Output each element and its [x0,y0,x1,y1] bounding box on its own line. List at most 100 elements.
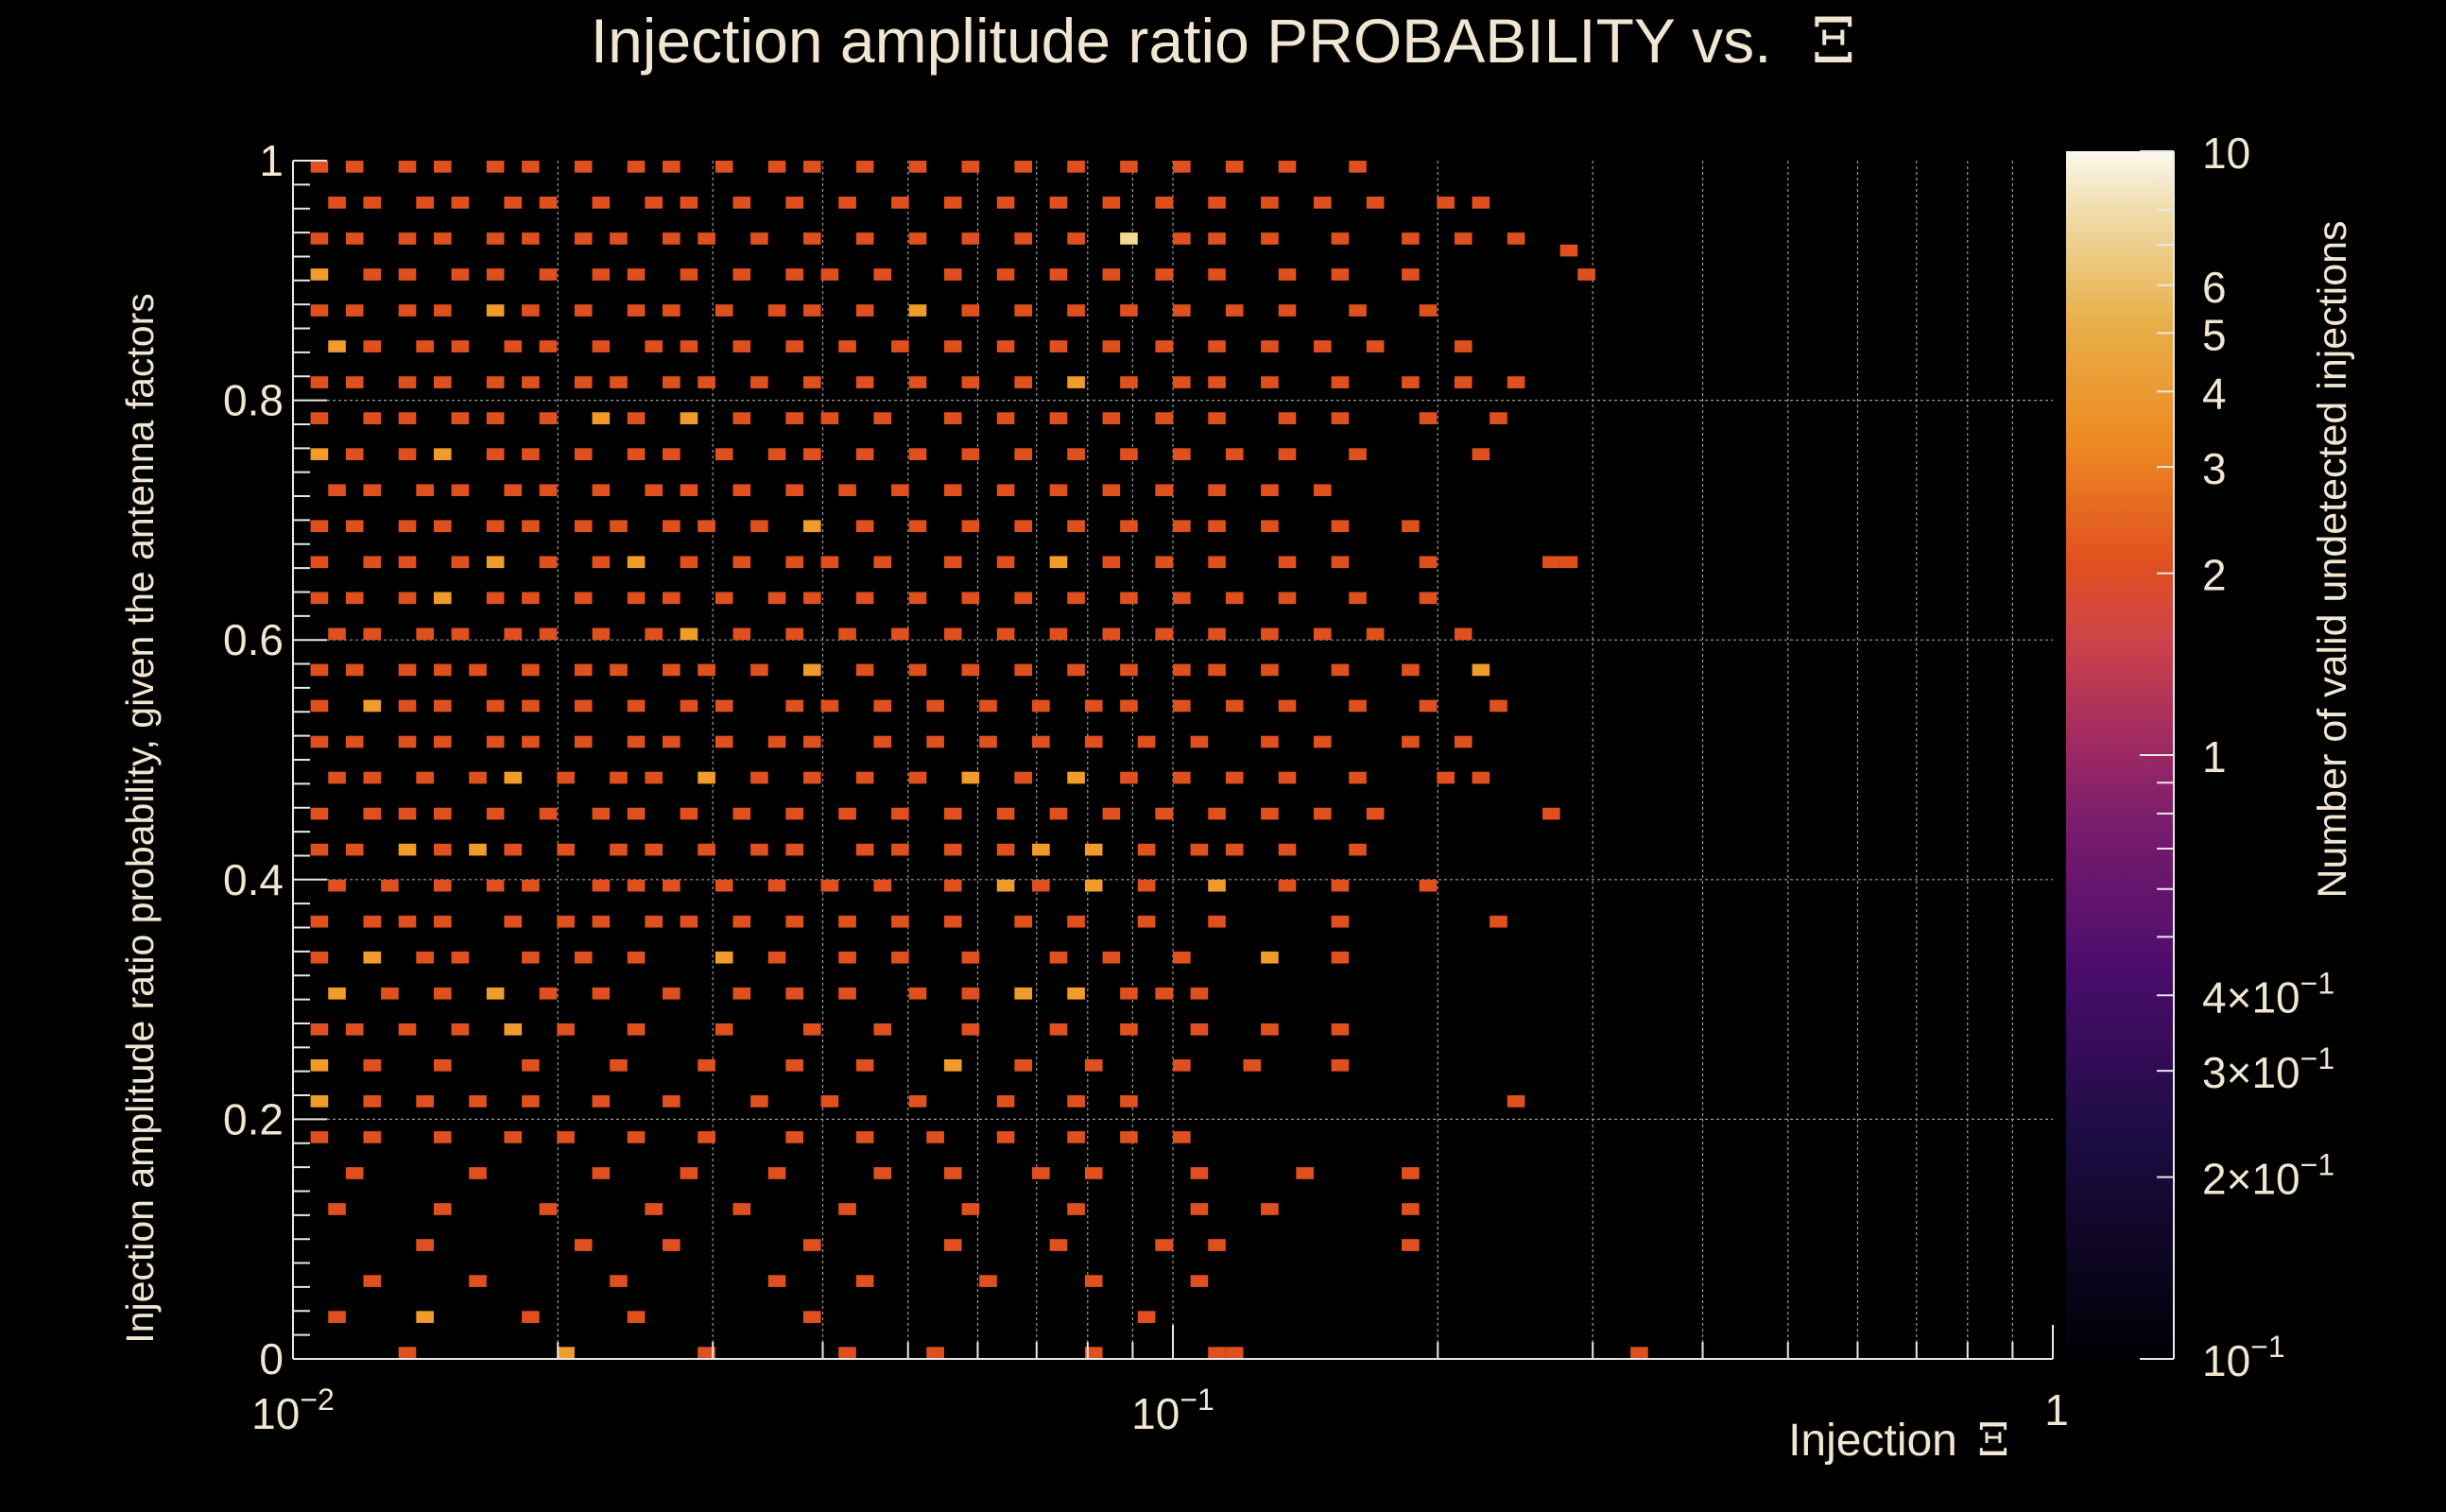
heatmap-cell [873,412,892,424]
heatmap-cell [1049,484,1068,497]
heatmap-cell [785,484,803,497]
heatmap-cell [1190,1022,1209,1036]
heatmap-cell [1331,232,1350,245]
heatmap-cell [961,1203,980,1215]
y-tick-label: 0.2 [223,1094,284,1143]
heatmap-cell [961,376,980,388]
heatmap-cell [785,699,803,713]
heatmap-cell [996,268,1015,281]
heatmap-cell [785,915,803,928]
heatmap-cell [1331,1059,1350,1072]
heatmap-cell [698,771,715,784]
heatmap-cell [574,520,593,533]
colorbar-tick-label: 2×10−1 [2202,1148,2334,1204]
heatmap-cell [979,735,997,748]
heatmap-cell [873,879,892,892]
heatmap-cell [943,627,962,641]
heatmap-cell [715,951,733,964]
heatmap-cell [1261,735,1279,748]
heatmap-cell [1437,197,1455,209]
heatmap-cell [767,1167,786,1179]
heatmap-cell [1155,987,1173,1000]
heatmap-cell [363,268,382,281]
heatmap-cell [557,771,575,784]
heatmap-cell [1014,987,1033,1000]
heatmap-cell [451,197,470,209]
heatmap-cell [627,1131,646,1143]
heatmap-cell [610,520,628,533]
heatmap-cell [592,627,611,641]
heatmap-cell [328,879,346,892]
heatmap-cell [1084,879,1103,892]
heatmap-cell [838,197,856,209]
heatmap-cell [1261,663,1279,677]
heatmap-cell [1032,879,1050,892]
heatmap-cell [1014,304,1033,317]
heatmap-cell [1577,268,1595,281]
heatmap-cell [680,412,698,424]
heatmap-cell [627,699,646,713]
heatmap-cell [1084,1167,1103,1179]
heatmap-cell [698,843,715,856]
heatmap-cell [838,627,856,641]
heatmap-cell [1102,951,1121,964]
heatmap-cell [486,376,505,388]
colorbar-label: Number of valid undetected injections [2310,220,2355,898]
heatmap-cell [310,1022,329,1036]
colorbar-tick-label-exponent: −1 [2300,1148,2334,1182]
heatmap-cell [1261,197,1279,209]
heatmap-cell [1278,592,1297,605]
heatmap-cell [1014,1059,1033,1072]
heatmap-cell [504,915,523,928]
heatmap-cell [522,376,540,388]
heatmap-cell [1225,448,1244,460]
heatmap-cell [610,843,628,856]
heatmap-cell [1137,879,1156,892]
heatmap-cell [627,807,646,820]
heatmap-cell [504,843,523,856]
heatmap-cell [645,843,663,856]
heatmap-cell [539,1203,558,1215]
heatmap-cell [592,484,611,497]
heatmap-cell [1102,807,1121,820]
heatmap-cell [522,1095,540,1108]
heatmap-cell [943,556,962,569]
heatmap-cell [891,484,909,497]
heatmap-cell [363,951,382,964]
heatmap-cell [908,161,927,173]
heatmap-cell [539,627,558,641]
heatmap-cell [1366,627,1385,641]
heatmap-cell [557,1131,575,1143]
heatmap-cell [802,1311,821,1323]
heatmap-cell [820,699,839,713]
heatmap-cell [908,304,927,317]
heatmap-cell [802,232,821,245]
heatmap-cell [996,879,1015,892]
heatmap-cell [698,1131,715,1143]
heatmap-cell [680,807,698,820]
heatmap-cell [1120,771,1138,784]
heatmap-cell [328,627,346,641]
colorbar-tick-label-mantissa: 1 [2202,732,2227,782]
heatmap-cell [1102,556,1121,569]
heatmap-cell [486,304,505,317]
heatmap-cell [767,735,786,748]
heatmap-cell [345,1022,364,1036]
heatmap-cell [627,448,646,460]
heatmap-cell [1067,1131,1085,1143]
heatmap-cell [943,1167,962,1179]
heatmap-cell [539,484,558,497]
heatmap-cell [416,197,434,209]
heatmap-cell [1120,304,1138,317]
heatmap-cell [398,161,417,173]
heatmap-cell [1419,304,1438,317]
heatmap-cell [979,1275,997,1287]
heatmap-cell [891,915,909,928]
colorbar-tick-label: 3 [2202,444,2227,493]
heatmap-cell [1507,1095,1525,1108]
heatmap-cell [433,592,452,605]
heatmap-cell [310,1095,329,1108]
heatmap-cell [1173,304,1191,317]
heatmap-cell [627,951,646,964]
heatmap-cell [908,663,927,677]
